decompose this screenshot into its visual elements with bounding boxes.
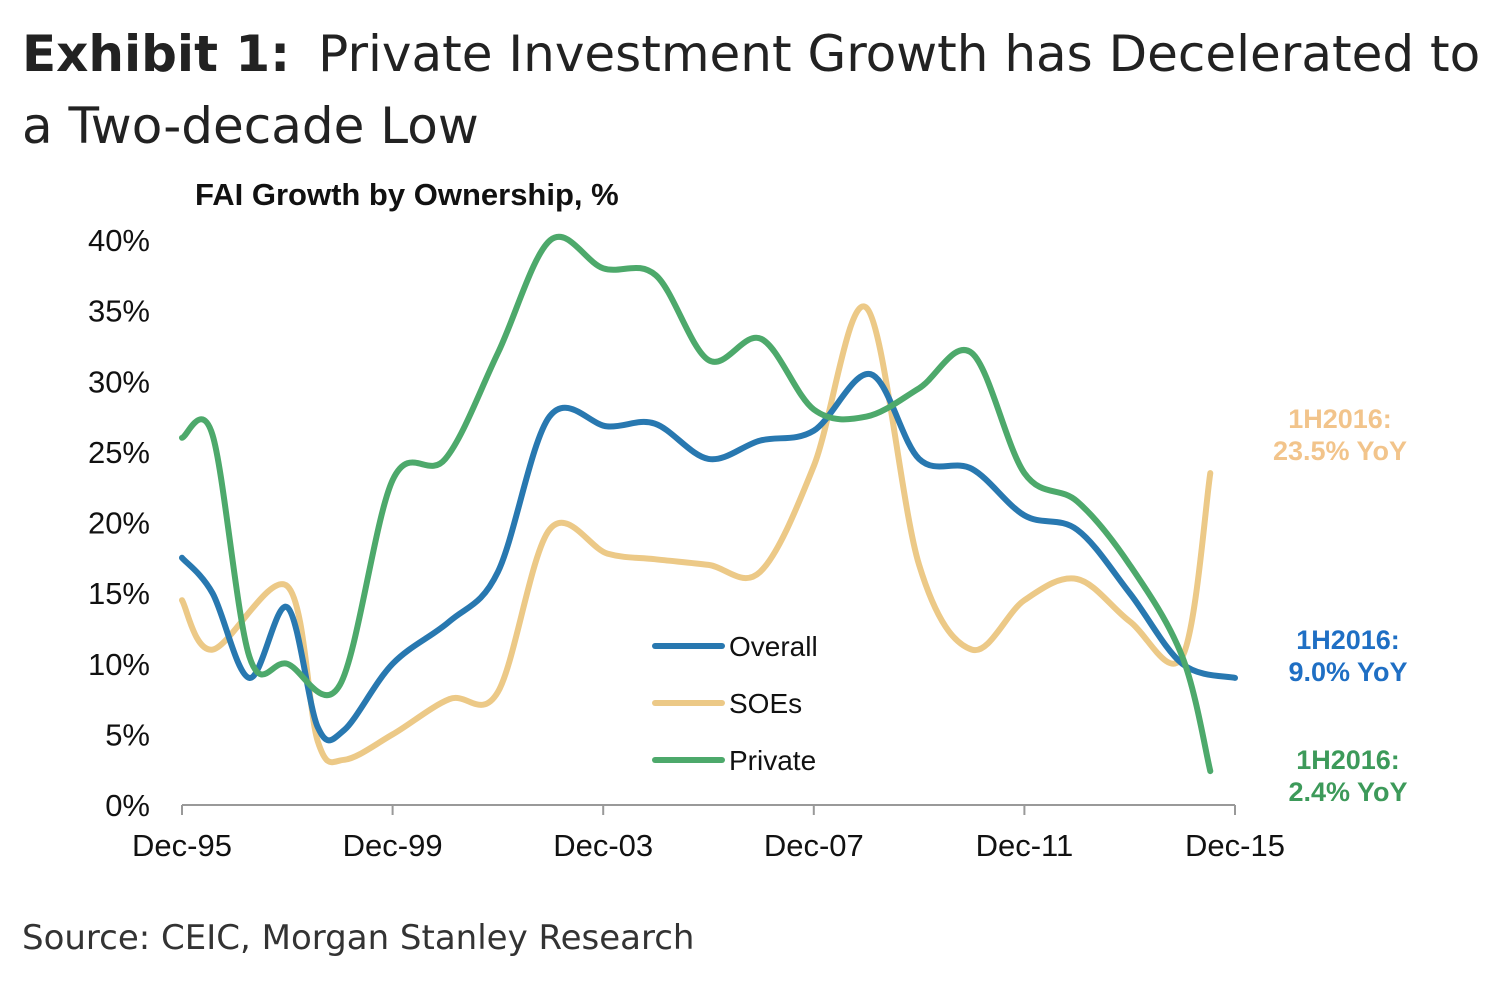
x-tick-label: Dec-03 — [553, 828, 653, 863]
y-tick-label: 15% — [88, 576, 150, 611]
y-tick-label: 40% — [88, 223, 150, 258]
exhibit-label: Exhibit 1: — [22, 25, 291, 83]
source-note: Source: CEIC, Morgan Stanley Research — [22, 918, 695, 958]
end-label-soes: 1H2016: 23.5% YoY — [1273, 404, 1407, 466]
end-label-line: 9.0% YoY — [1288, 657, 1407, 687]
end-label-line: 1H2016: — [1296, 745, 1400, 775]
end-label-overall: 1H2016: 9.0% YoY — [1288, 625, 1407, 687]
y-tick-label: 35% — [88, 294, 150, 329]
exhibit-title: Exhibit 1: Private Investment Growth has … — [22, 18, 1482, 162]
series-line-overall — [179, 371, 1238, 744]
y-tick-label: 30% — [88, 364, 150, 399]
exhibit-headline: Private Investment Growth has Decelerate… — [22, 25, 1481, 155]
chart-title: FAI Growth by Ownership, % — [195, 177, 619, 212]
y-tick-label: 5% — [105, 717, 150, 752]
x-tick-label: Dec-95 — [132, 828, 232, 863]
x-tick-label: Dec-15 — [1185, 828, 1285, 863]
legend-label-soes: SOEs — [729, 688, 802, 719]
x-axis: Dec-95 Dec-99 Dec-03 Dec-07 Dec-11 Dec-15 — [132, 804, 1285, 863]
x-tick-label: Dec-11 — [976, 828, 1074, 863]
y-tick-label: 10% — [88, 647, 150, 682]
end-label-line: 1H2016: — [1296, 625, 1400, 655]
x-tick-label: Dec-07 — [764, 828, 864, 863]
y-tick-label: 0% — [105, 788, 150, 823]
series-lines — [179, 233, 1238, 775]
series-line-private — [179, 233, 1214, 775]
y-axis: 0% 5% 10% 15% 20% 25% 30% 35% 40% — [88, 223, 150, 823]
legend-label-private: Private — [729, 745, 816, 776]
end-label-line: 23.5% YoY — [1273, 436, 1407, 466]
end-label-private: 1H2016: 2.4% YoY — [1288, 745, 1407, 807]
y-tick-label: 20% — [88, 506, 150, 541]
legend: Overall SOEs Private — [652, 631, 818, 776]
legend-label-overall: Overall — [729, 631, 818, 662]
end-label-line: 2.4% YoY — [1288, 777, 1407, 807]
y-tick-label: 25% — [88, 435, 150, 470]
end-label-line: 1H2016: — [1288, 404, 1392, 434]
series-line-soes — [179, 303, 1214, 766]
x-tick-label: Dec-99 — [343, 828, 443, 863]
